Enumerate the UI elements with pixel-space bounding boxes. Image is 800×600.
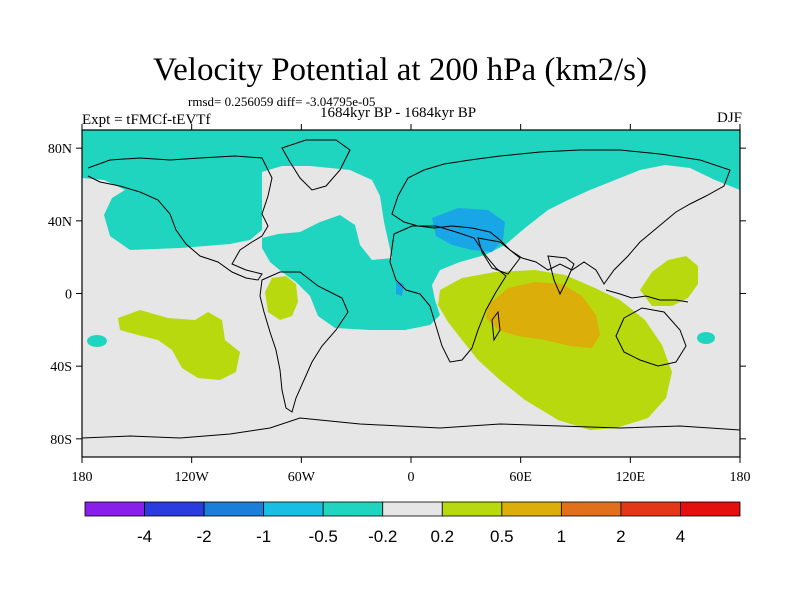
coastline-madagascar — [491, 310, 501, 342]
colorbar-swatch — [382, 501, 443, 517]
coastline-eurasia — [391, 149, 731, 285]
y-tick-label: 80N — [48, 142, 72, 157]
colorbar-swatch — [620, 501, 681, 517]
colorbar-swatch — [560, 501, 622, 517]
colorbar-label: 0.5 — [490, 527, 514, 546]
contour-indian-ocean-maximum — [486, 282, 600, 348]
colorbar-swatch — [144, 501, 205, 517]
colorbar-swatch — [84, 501, 145, 517]
colorbar-swatch — [203, 501, 265, 517]
colorbar-swatch — [322, 501, 384, 517]
coastline-africa — [389, 225, 507, 363]
coastline-australia — [615, 307, 687, 367]
coastlines — [82, 139, 740, 439]
colorbar-label: -0.2 — [368, 527, 397, 546]
coastline-arabia — [477, 237, 521, 275]
contour-southwest-pacific-negative — [87, 335, 107, 347]
colorbar-label: -1 — [256, 527, 271, 546]
x-tick-label: 180 — [730, 470, 751, 485]
colorbar-label: 2 — [616, 527, 625, 546]
contour-fill-layer — [82, 130, 740, 457]
y-tick-label: 40N — [48, 215, 72, 230]
contour-andes-positive — [265, 276, 298, 320]
coastline-north-america — [87, 155, 273, 281]
coastline-antarctica — [82, 417, 740, 439]
contour-south-pacific-positive — [118, 310, 240, 380]
colorbar-label: 0.2 — [430, 527, 454, 546]
colorbar-label: -2 — [197, 527, 212, 546]
colorbar-swatch — [680, 501, 741, 517]
stats-text: rmsd= 0.256059 diff= -3.04795e-05 — [188, 94, 376, 109]
coastline-south-america — [259, 271, 349, 413]
period-label: 1684kyr BP - 1684kyr BP — [320, 105, 477, 121]
colorbar-swatch — [441, 501, 503, 517]
contour-mediterranean-minimum — [432, 208, 505, 252]
contour-north-negative — [82, 130, 740, 330]
coastline-greenland — [281, 139, 351, 191]
x-axis: 180 120W 60W 0 60E 120E 180 — [72, 124, 751, 485]
colorbar-label: -4 — [137, 527, 152, 546]
x-tick-label: 0 — [408, 470, 415, 485]
y-tick-label: 0 — [65, 288, 72, 303]
coastline-maritime — [605, 289, 689, 303]
colorbar-label: 1 — [557, 527, 566, 546]
experiment-label: Expt = tFMCf-tEVTf — [82, 112, 211, 128]
chart-title: Velocity Potential at 200 hPa (km2/s) — [152, 52, 648, 88]
colorbar-label: -0.5 — [309, 527, 338, 546]
contour-maritime-positive — [640, 256, 698, 306]
contour-southeast-pacific-negative — [697, 332, 715, 344]
x-tick-label: 120W — [175, 470, 210, 485]
y-axis: 80N 40N 0 40S 80S — [48, 142, 746, 448]
colorbar-label: 4 — [676, 527, 685, 546]
x-tick-label: 60E — [509, 470, 532, 485]
colorbar-swatch — [263, 501, 324, 517]
season-label: DJF — [716, 110, 742, 126]
coastline-india — [547, 255, 575, 296]
x-tick-label: 180 — [72, 470, 93, 485]
x-tick-label: 60W — [288, 470, 316, 485]
x-tick-label: 120E — [616, 470, 646, 485]
y-tick-label: 40S — [50, 360, 72, 375]
colorbar: -4 -2 -1 -0.5 -0.2 0.2 0.5 1 2 4 — [84, 501, 741, 546]
colorbar-swatch — [501, 501, 562, 517]
y-tick-label: 80S — [50, 433, 72, 448]
